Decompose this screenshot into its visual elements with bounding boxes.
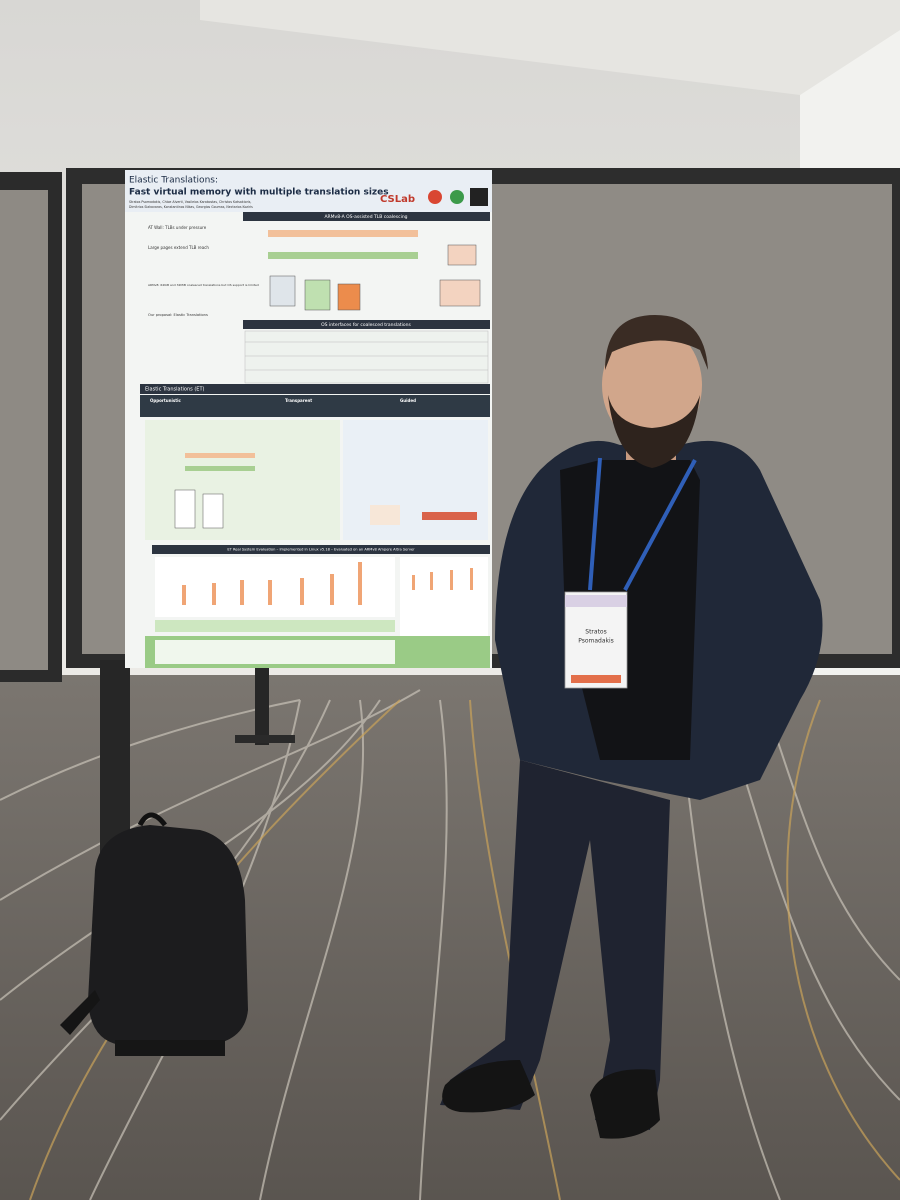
poster-note: Large pages extend TLB reach [148, 245, 209, 250]
poster-title: Elastic Translations: [129, 176, 218, 186]
ceiling [200, 0, 900, 95]
poster-note: ARMv8: 64KiB and 32MiB coalesced transla… [148, 283, 259, 287]
diagram-bar [422, 512, 477, 520]
diagram-box [269, 275, 296, 307]
poster-header [125, 170, 492, 212]
person [440, 315, 823, 1139]
diagram-box [337, 283, 361, 311]
eval-summary [155, 620, 395, 632]
board-foot [235, 735, 295, 743]
poster-note: AT Wall: TLBs under pressure [148, 225, 207, 230]
badge-last-name: Psomadakis [578, 638, 614, 645]
poster: Elastic Translations: Fast virtual memor… [125, 170, 492, 668]
board-leg [255, 665, 269, 745]
diagram-bar [268, 252, 418, 259]
eval-chart [155, 557, 395, 617]
diagram-box [202, 493, 224, 529]
poster-authors: Stratos Psomadakis, Chloe Alverti, Vasil… [129, 200, 251, 204]
section-title: Elastic Translations (ET) [145, 387, 205, 393]
section-title: ARMv8-A OS-assisted TLB coalescing [324, 214, 407, 220]
section-title: OS interfaces for coalesced translations [321, 322, 411, 328]
logo-badge [428, 190, 442, 204]
section-header [152, 545, 490, 554]
diagram-box [174, 489, 196, 529]
ET-panel [145, 420, 340, 540]
diagram-bar [185, 466, 255, 471]
ET-panel [343, 420, 488, 540]
eval-chart [155, 640, 395, 664]
poster-authors: Dimitrios Siakavaras, Konstantinos Nikas… [129, 205, 253, 209]
badge-first-name: Stratos [585, 629, 606, 636]
section-header [243, 320, 490, 329]
qr-code [470, 188, 488, 206]
section-header [140, 384, 490, 394]
pillar-band [140, 395, 490, 417]
heat-map [370, 505, 400, 525]
section-title: ET Real System Evaluation – Implemented … [227, 548, 415, 552]
pillar: Guided [400, 398, 416, 403]
diagram-box [439, 279, 481, 307]
board [0, 190, 48, 670]
eval-bars [182, 562, 473, 605]
diagram-bar [268, 230, 418, 237]
pillar: Opportunistic [150, 398, 181, 403]
backpack [60, 812, 248, 1056]
diagram-bar [185, 453, 255, 458]
section-header [243, 212, 490, 221]
poster-subtitle: Fast virtual memory with multiple transl… [129, 188, 389, 198]
diagram-box [304, 279, 331, 311]
poster-logo: CSLab [380, 194, 415, 205]
diagram-box [447, 244, 477, 266]
eval-chart [400, 557, 488, 642]
name-badge: Stratos Psomadakis [564, 591, 628, 689]
logo-badge [450, 190, 464, 204]
poster-note: Our proposal: Elastic Translations [148, 313, 208, 317]
interface-table [244, 330, 489, 384]
pillar: Transparent [285, 398, 312, 403]
